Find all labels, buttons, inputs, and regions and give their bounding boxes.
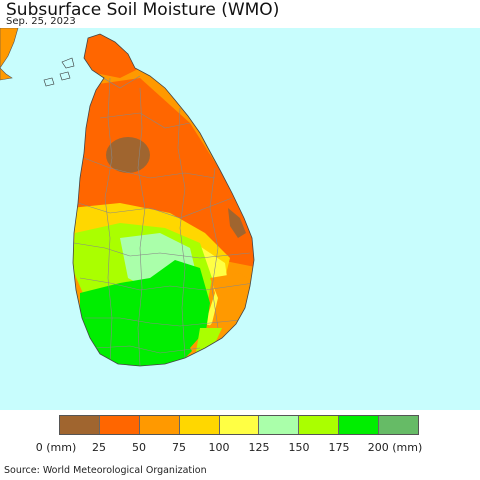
small-island bbox=[59, 71, 71, 81]
legend-swatch bbox=[339, 416, 380, 434]
map-title: Subsurface Soil Moisture (WMO) bbox=[6, 0, 280, 20]
legend-tick-label: 125 bbox=[248, 441, 270, 454]
legend-tick-label: 75 bbox=[172, 441, 186, 454]
legend-swatch bbox=[139, 416, 180, 434]
small-island bbox=[61, 57, 75, 69]
map-date: Sep. 25, 2023 bbox=[6, 16, 76, 27]
legend-swatch bbox=[219, 416, 260, 434]
india-coast bbox=[0, 28, 19, 69]
legend-swatch bbox=[179, 416, 220, 434]
sri-lanka-soil-moisture-map bbox=[0, 28, 255, 367]
legend-swatch bbox=[99, 416, 140, 434]
map-area bbox=[0, 28, 480, 410]
source-note: Source: World Meteorological Organizatio… bbox=[4, 465, 207, 476]
island-outline bbox=[72, 33, 255, 367]
legend-swatch bbox=[379, 416, 419, 434]
legend-swatch bbox=[299, 416, 340, 434]
legend-swatch bbox=[259, 416, 300, 434]
legend-tick-label: 200 (mm) bbox=[367, 441, 423, 454]
legend-tick-label: 100 bbox=[208, 441, 230, 454]
legend-color-bar bbox=[59, 415, 419, 435]
legend-tick-label: 25 bbox=[92, 441, 106, 454]
india-coast-lower bbox=[0, 67, 13, 81]
legend-swatch bbox=[60, 416, 100, 434]
legend-tick-label: 0 (mm) bbox=[35, 441, 77, 454]
legend-tick-label: 50 bbox=[132, 441, 146, 454]
legend-tick-labels: 0 (mm) 25 50 75 100 125 150 175 200 (mm) bbox=[0, 441, 480, 455]
legend-tick-label: 175 bbox=[328, 441, 350, 454]
small-island bbox=[43, 77, 55, 87]
legend-tick-label: 150 bbox=[288, 441, 310, 454]
